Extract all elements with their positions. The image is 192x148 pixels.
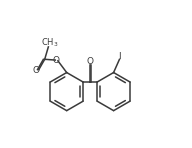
Text: I: I <box>118 52 121 61</box>
Text: O: O <box>87 57 94 66</box>
Text: O: O <box>32 66 39 75</box>
Text: CH$_3$: CH$_3$ <box>41 37 58 49</box>
Text: O: O <box>53 56 60 65</box>
